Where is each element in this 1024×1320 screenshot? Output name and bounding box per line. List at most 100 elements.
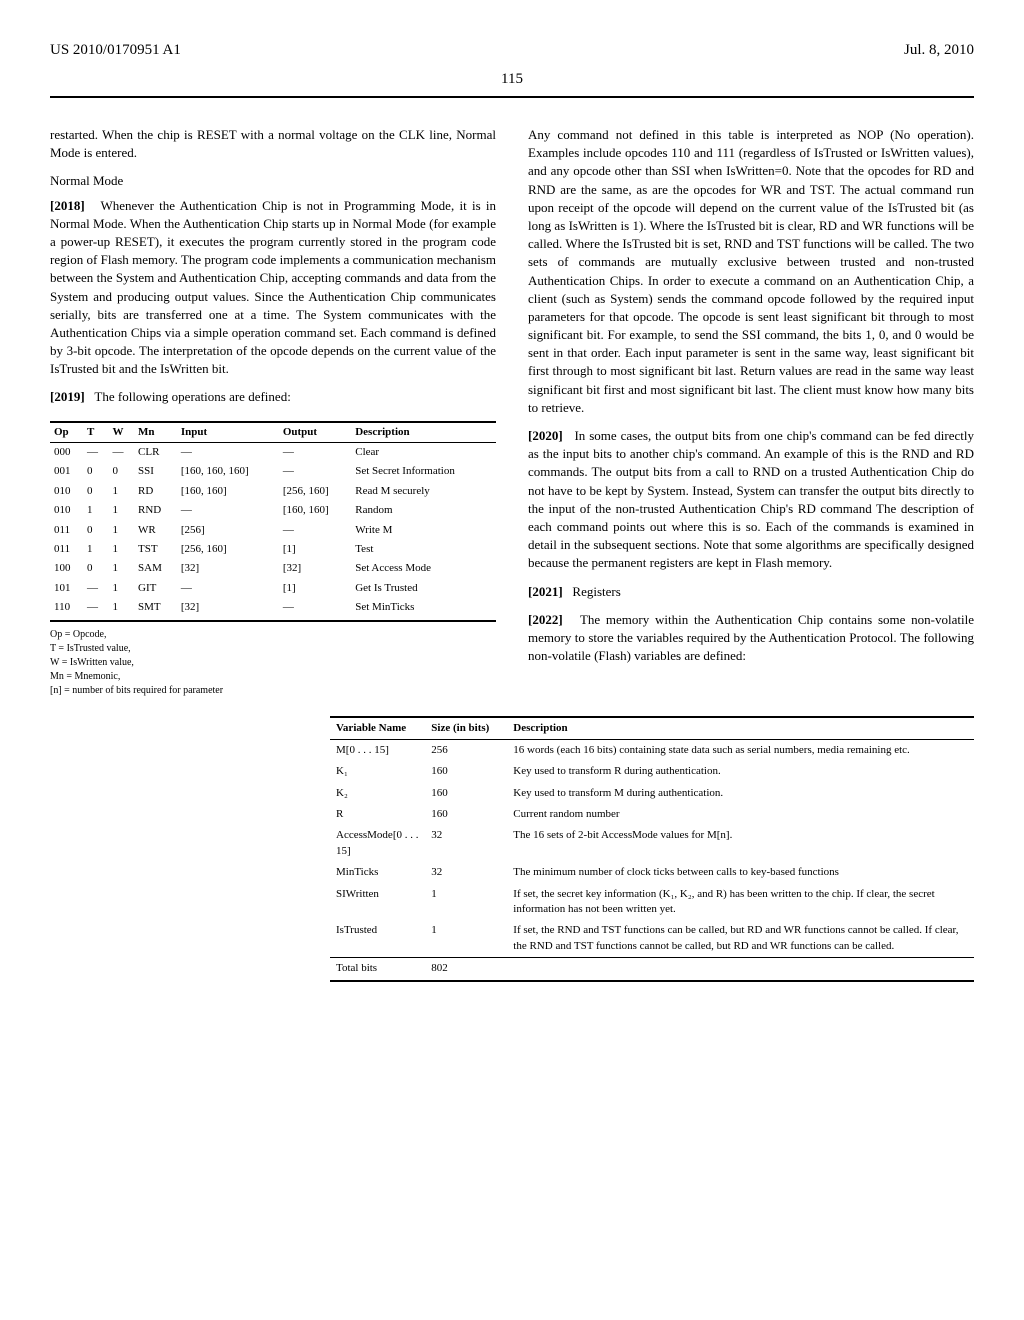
table-cell: K₁ — [330, 761, 425, 782]
table-cell: 0 — [83, 482, 109, 501]
table-row: SIWritten1If set, the secret key informa… — [330, 884, 974, 921]
input-col-header: Input — [177, 422, 279, 443]
table-row: 01011RND—[160, 160]Random — [50, 501, 496, 520]
mn-col-header: Mn — [134, 422, 177, 443]
table-note-line: W = IsWritten value, — [50, 656, 496, 669]
table-cell: 0 — [83, 559, 109, 578]
table-cell: 1 — [108, 598, 134, 620]
table-cell: — — [279, 462, 351, 481]
table-cell: [32] — [177, 559, 279, 578]
table-cell: 160 — [425, 804, 507, 825]
paragraph-2020: [2020] In some cases, the output bits fr… — [528, 427, 974, 573]
para-num-2019: [2019] — [50, 389, 85, 404]
table-note-line: T = IsTrusted value, — [50, 642, 496, 655]
para-2022-text: The memory within the Authentication Chi… — [528, 612, 974, 663]
table-cell: [1] — [279, 579, 351, 598]
table-cell: 0 — [83, 462, 109, 481]
table-cell: RD — [134, 482, 177, 501]
intro-tail-paragraph: restarted. When the chip is RESET with a… — [50, 126, 496, 162]
table-cell: 101 — [50, 579, 83, 598]
publication-number: US 2010/0170951 A1 — [50, 40, 181, 61]
table-cell: 010 — [50, 501, 83, 520]
table-cell: [256, 160] — [279, 482, 351, 501]
table-cell: [160, 160, 160] — [177, 462, 279, 481]
table-row: 01101WR[256]—Write M — [50, 521, 496, 540]
t-col-header: T — [83, 422, 109, 443]
table-cell: TST — [134, 540, 177, 559]
table-cell: [160, 160] — [279, 501, 351, 520]
table-cell: [32] — [279, 559, 351, 578]
normal-mode-heading: Normal Mode — [50, 172, 496, 190]
table-cell: 1 — [108, 540, 134, 559]
table-cell: SMT — [134, 598, 177, 620]
table-row: 01111TST[256, 160][1]Test — [50, 540, 496, 559]
op-table-header-row: Op T W Mn Input Output Description — [50, 422, 496, 443]
var-name-col-header: Variable Name — [330, 717, 425, 740]
table-cell: [1] — [279, 540, 351, 559]
table-cell: [160, 160] — [177, 482, 279, 501]
table-cell: Read M securely — [351, 482, 496, 501]
variable-table-wrap: Variable Name Size (in bits) Description… — [330, 716, 974, 982]
table-cell: — — [177, 443, 279, 463]
table-cell: 011 — [50, 540, 83, 559]
table-cell: R — [330, 804, 425, 825]
para-num-2022: [2022] — [528, 612, 563, 627]
table-cell: 256 — [425, 739, 507, 761]
table-cell: 32 — [425, 862, 507, 883]
table-row: 10001SAM[32][32]Set Access Mode — [50, 559, 496, 578]
table-note-line: Mn = Mnemonic, — [50, 670, 496, 683]
table-cell: [32] — [177, 598, 279, 620]
table-cell: 160 — [425, 783, 507, 804]
para-num-2018: [2018] — [50, 198, 85, 213]
table-cell: 001 — [50, 462, 83, 481]
table-cell: Get Is Trusted — [351, 579, 496, 598]
table-cell: Random — [351, 501, 496, 520]
table-row: M[0 . . . 15]25616 words (each 16 bits) … — [330, 739, 974, 761]
table-cell: — — [279, 598, 351, 620]
total-bits-empty — [507, 958, 974, 981]
two-column-layout: restarted. When the chip is RESET with a… — [50, 126, 974, 698]
table-cell: 160 — [425, 761, 507, 782]
table-cell: 1 — [425, 884, 507, 921]
table-cell: 010 — [50, 482, 83, 501]
table-cell: — — [83, 443, 109, 463]
table-cell: RND — [134, 501, 177, 520]
table-cell: Current random number — [507, 804, 974, 825]
table-cell: SIWritten — [330, 884, 425, 921]
var-size-col-header: Size (in bits) — [425, 717, 507, 740]
table-cell: 1 — [108, 559, 134, 578]
table-cell: 110 — [50, 598, 83, 620]
table-cell: 011 — [50, 521, 83, 540]
table-cell: 1 — [83, 501, 109, 520]
table-cell: 000 — [50, 443, 83, 463]
table-cell: 0 — [108, 462, 134, 481]
table-cell: 1 — [108, 579, 134, 598]
publication-date: Jul. 8, 2010 — [904, 40, 974, 61]
variable-table: Variable Name Size (in bits) Description… — [330, 716, 974, 982]
table-cell: Key used to transform R during authentic… — [507, 761, 974, 782]
table-cell: If set, the secret key information (K₁, … — [507, 884, 974, 921]
table-cell: Clear — [351, 443, 496, 463]
table-cell: CLR — [134, 443, 177, 463]
table-cell: WR — [134, 521, 177, 540]
table-row: IsTrusted1If set, the RND and TST functi… — [330, 920, 974, 957]
table-cell: 32 — [425, 825, 507, 862]
table-cell: Key used to transform M during authentic… — [507, 783, 974, 804]
page-header: US 2010/0170951 A1 Jul. 8, 2010 — [50, 40, 974, 61]
para-2021-text: Registers — [572, 584, 620, 599]
paragraph-2019: [2019] The following operations are defi… — [50, 388, 496, 406]
table-row: 00100SSI[160, 160, 160]—Set Secret Infor… — [50, 462, 496, 481]
table-cell: SSI — [134, 462, 177, 481]
table-cell: — — [177, 501, 279, 520]
w-col-header: W — [108, 422, 134, 443]
var-table-header-row: Variable Name Size (in bits) Description — [330, 717, 974, 740]
table-cell: If set, the RND and TST functions can be… — [507, 920, 974, 957]
table-row: 110—1SMT[32]—Set MinTicks — [50, 598, 496, 620]
table-note-line: [n] = number of bits required for parame… — [50, 684, 496, 697]
table-row: MinTicks32The minimum number of clock ti… — [330, 862, 974, 883]
page-number: 115 — [50, 69, 974, 90]
table-cell: 1 — [108, 521, 134, 540]
table-cell: [256] — [177, 521, 279, 540]
para-2019-text: The following operations are defined: — [94, 389, 290, 404]
paragraph-2021: [2021] Registers — [528, 583, 974, 601]
